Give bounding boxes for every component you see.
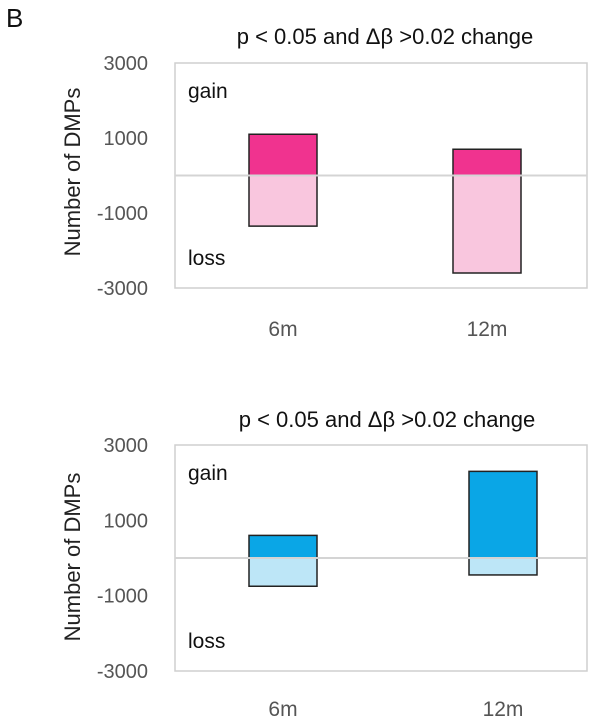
chart-top: p < 0.05 and Δβ >0.02 change 3000 1000 -100… <box>60 24 588 341</box>
x-tick-label: 6m <box>268 318 297 341</box>
x-tick-label: 12m <box>467 318 508 341</box>
bar-gain-12m <box>468 470 538 559</box>
bar-gain-6m <box>248 133 318 177</box>
annotation-gain: gain <box>188 462 228 485</box>
panel-letter: B <box>6 3 23 33</box>
y-tick-label: 3000 <box>104 53 149 75</box>
bar-gain-6m <box>248 534 318 559</box>
annotation-loss: loss <box>188 247 225 270</box>
x-tick-label: 12m <box>483 698 524 721</box>
bar-loss-12m <box>468 557 538 576</box>
bar-loss-6m <box>248 174 318 227</box>
y-tick-label: -1000 <box>97 586 148 608</box>
y-axis-label: Number of DMPs <box>60 88 85 257</box>
y-tick-label: -3000 <box>97 278 148 300</box>
x-tick-label: 6m <box>268 698 297 721</box>
chart-bottom: p < 0.05 and Δβ >0.02 change 3000 1000 -100… <box>60 407 588 721</box>
y-tick-label: 1000 <box>104 510 149 532</box>
y-tick-label: 1000 <box>104 128 149 150</box>
y-tick-label: 3000 <box>104 435 149 457</box>
annotation-loss: loss <box>188 630 225 653</box>
chart-title: p < 0.05 and Δβ >0.02 change <box>237 24 533 49</box>
y-tick-label: -1000 <box>97 203 148 225</box>
chart-title: p < 0.05 and Δβ >0.02 change <box>239 407 535 432</box>
bar-gain-12m <box>452 148 522 177</box>
y-axis-label: Number of DMPs <box>60 473 85 642</box>
bar-loss-6m <box>248 557 318 587</box>
bar-loss-12m <box>452 174 522 274</box>
y-tick-label: -3000 <box>97 661 148 683</box>
annotation-gain: gain <box>188 80 228 103</box>
